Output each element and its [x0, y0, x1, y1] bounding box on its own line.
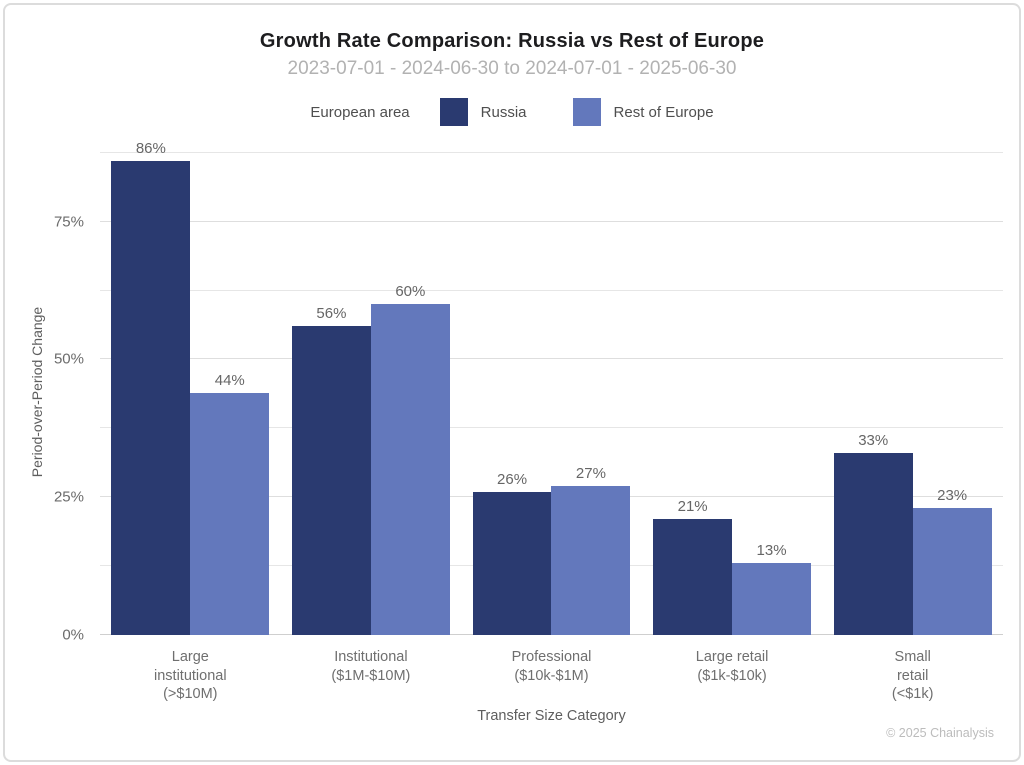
bar-russia: [653, 519, 733, 635]
y-tick-label: 25%: [53, 488, 84, 506]
plot-area: 86% 44% 56% 60% 26% 27% 21% 13% 33% 23%: [100, 140, 1003, 635]
chart-title: Growth Rate Comparison: Russia vs Rest o…: [259, 30, 765, 52]
bar-group: 86% 44%: [100, 140, 281, 635]
x-category-label: Professional ($10k-$1M): [511, 649, 592, 684]
bar-column: 13%: [732, 150, 811, 635]
bar-value-label: 33%: [858, 432, 889, 450]
bar-column: 21%: [653, 150, 733, 635]
legend-item: Russia: [439, 98, 527, 126]
legend-swatch: [572, 98, 601, 126]
bar-value-label: 13%: [756, 542, 787, 560]
bar-value-label: 27%: [575, 465, 606, 483]
bar-russia: [291, 326, 371, 635]
bar-value-label: 86%: [135, 140, 166, 158]
y-tick-label: 0%: [62, 626, 84, 644]
y-tick-label: 75%: [53, 213, 84, 231]
legend-item-label: Rest of Europe: [613, 103, 714, 121]
bar-column: 56%: [291, 150, 371, 635]
bar-group: 26% 27%: [461, 150, 642, 635]
bar-rest-of-europe: [190, 392, 270, 635]
bar-column: 26%: [472, 150, 552, 635]
bar-value-label: 56%: [316, 305, 347, 323]
y-tick-label: 50%: [53, 350, 84, 368]
bar-column: 60%: [370, 150, 450, 635]
bar-group: 21% 13%: [642, 150, 823, 635]
gridline: [100, 151, 1003, 153]
bar-rest-of-europe: [912, 508, 992, 635]
legend-item: Rest of Europe: [572, 98, 714, 126]
bar-group: 56% 60%: [281, 150, 462, 635]
bar-column: 33%: [833, 150, 913, 635]
bar-groups: 86% 44% 56% 60% 26% 27% 21% 13% 33% 23%: [100, 140, 1003, 635]
bar-russia: [111, 161, 191, 635]
bar-column: 44%: [190, 150, 270, 635]
bar-value-label: 23%: [937, 487, 968, 505]
x-axis-title: Transfer Size Category: [477, 708, 626, 724]
bar-value-label: 21%: [677, 498, 708, 516]
x-category-label: Institutional ($1M-$10M): [331, 649, 411, 684]
legend-item-label: Russia: [480, 103, 527, 121]
x-category-label: Small retail (<$1k): [891, 649, 934, 703]
x-category-label: Large retail ($1k-$10k): [695, 649, 769, 684]
bar-group: 33% 23%: [822, 150, 1003, 635]
bar-russia: [472, 491, 552, 635]
bar-rest-of-europe: [370, 304, 450, 635]
bar-column: 86%: [111, 140, 191, 635]
bar-rest-of-europe: [551, 486, 631, 635]
copyright-note: © 2025 Chainalysis: [886, 726, 994, 740]
bar-column: 23%: [912, 150, 992, 635]
legend: European area Russia Rest of Europe: [0, 98, 1024, 126]
gridline: [100, 220, 1003, 222]
x-category-label: Large institutional (>$10M): [154, 649, 227, 703]
bar-value-label: 26%: [497, 470, 528, 488]
y-axis-title: Period-over-Period Change: [29, 306, 45, 478]
bar-value-label: 60%: [395, 283, 426, 301]
bar-russia: [833, 453, 913, 635]
y-axis-ticks: 0% 25% 50% 75%: [0, 150, 92, 643]
gridline: [100, 289, 1003, 291]
bar-rest-of-europe: [732, 563, 811, 635]
chart-subtitle: 2023-07-01 - 2024-06-30 to 2024-07-01 - …: [287, 58, 737, 79]
legend-swatch: [439, 98, 468, 126]
legend-title: European area: [310, 103, 410, 121]
gridline: [100, 358, 1003, 360]
gridline: [100, 427, 1003, 429]
x-axis-labels: Large institutional (>$10M) Institutional…: [100, 648, 1003, 704]
bar-value-label: 44%: [214, 371, 245, 389]
bar-column: 27%: [551, 150, 631, 635]
